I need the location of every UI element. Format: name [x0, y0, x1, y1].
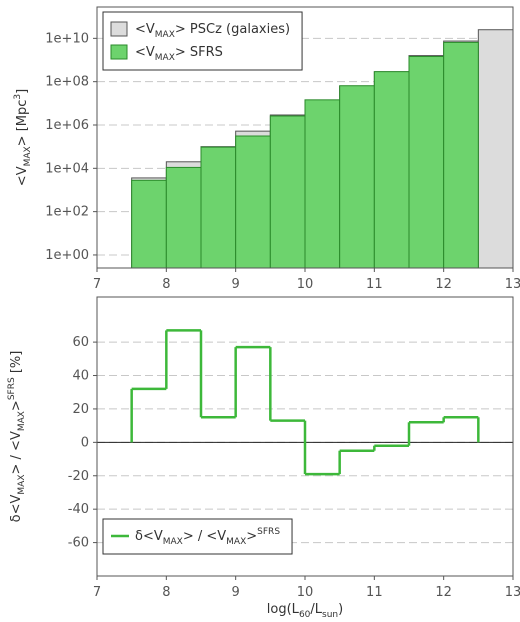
bar	[131, 179, 167, 269]
bar	[165, 166, 202, 269]
bar	[373, 71, 410, 269]
y-tick-label: 1e+10	[45, 31, 89, 46]
x-tick-label: 7	[93, 277, 101, 292]
y-tick-label: 1e+08	[45, 74, 89, 89]
legend-box	[102, 11, 303, 71]
y-tick-label: 1e+06	[45, 117, 89, 132]
legend-label: δ<VMAX> / <VMAX>SFRS	[135, 527, 280, 547]
plot-frame	[96, 6, 514, 269]
x-tick-label: 10	[297, 585, 314, 600]
legend-swatch	[110, 21, 128, 37]
y-tick-label: 1e+02	[45, 204, 89, 219]
legend: δ<VMAX> / <VMAX>SFRS	[102, 518, 293, 555]
bar	[269, 115, 306, 269]
y-tick-label: 60	[72, 335, 89, 350]
legend-swatch	[110, 44, 128, 60]
x-tick-label: 8	[162, 277, 170, 292]
x-tick-label: 7	[93, 585, 101, 600]
y-tick-label: 1e+04	[45, 161, 89, 176]
x-tick-label: 9	[232, 277, 240, 292]
x-tick-label: 9	[232, 585, 240, 600]
legend-box	[102, 518, 293, 555]
x-tick-label: 11	[366, 585, 383, 600]
y-tick-label: 0	[81, 435, 89, 450]
bar	[304, 99, 341, 269]
y-axis-label: δ<VMAX> / <VMAX>SFRS [%]	[7, 351, 27, 523]
x-tick-label: 10	[297, 277, 314, 292]
plot-frame	[96, 296, 514, 577]
y-tick-label: 20	[72, 401, 89, 416]
x-tick-label: 8	[162, 585, 170, 600]
x-tick-label: 11	[366, 277, 383, 292]
bar	[200, 146, 237, 269]
x-tick-label: 13	[505, 277, 520, 292]
legend-label: <VMAX> SFRS	[135, 45, 223, 63]
y-tick-label: -20	[68, 468, 89, 483]
y-tick-label: 1e+00	[45, 247, 89, 262]
y-tick-label: -40	[68, 502, 89, 517]
x-axis-label: log(L60/Lsun)	[267, 602, 343, 620]
y-tick-label: -60	[68, 535, 89, 550]
legend-label: <VMAX> PSCz (galaxies)	[135, 22, 290, 40]
bar	[235, 135, 271, 269]
bar	[408, 56, 445, 269]
x-tick-label: 12	[435, 585, 452, 600]
y-tick-label: 40	[72, 368, 89, 383]
bar	[443, 41, 479, 269]
bar	[339, 85, 375, 269]
bar	[477, 29, 514, 269]
x-tick-label: 12	[435, 277, 452, 292]
legend: <VMAX> PSCz (galaxies) <VMAX> SFRS	[102, 11, 303, 71]
x-tick-label: 13	[505, 585, 520, 600]
y-axis-label: <VMAX> [Mpc3]	[13, 89, 33, 186]
